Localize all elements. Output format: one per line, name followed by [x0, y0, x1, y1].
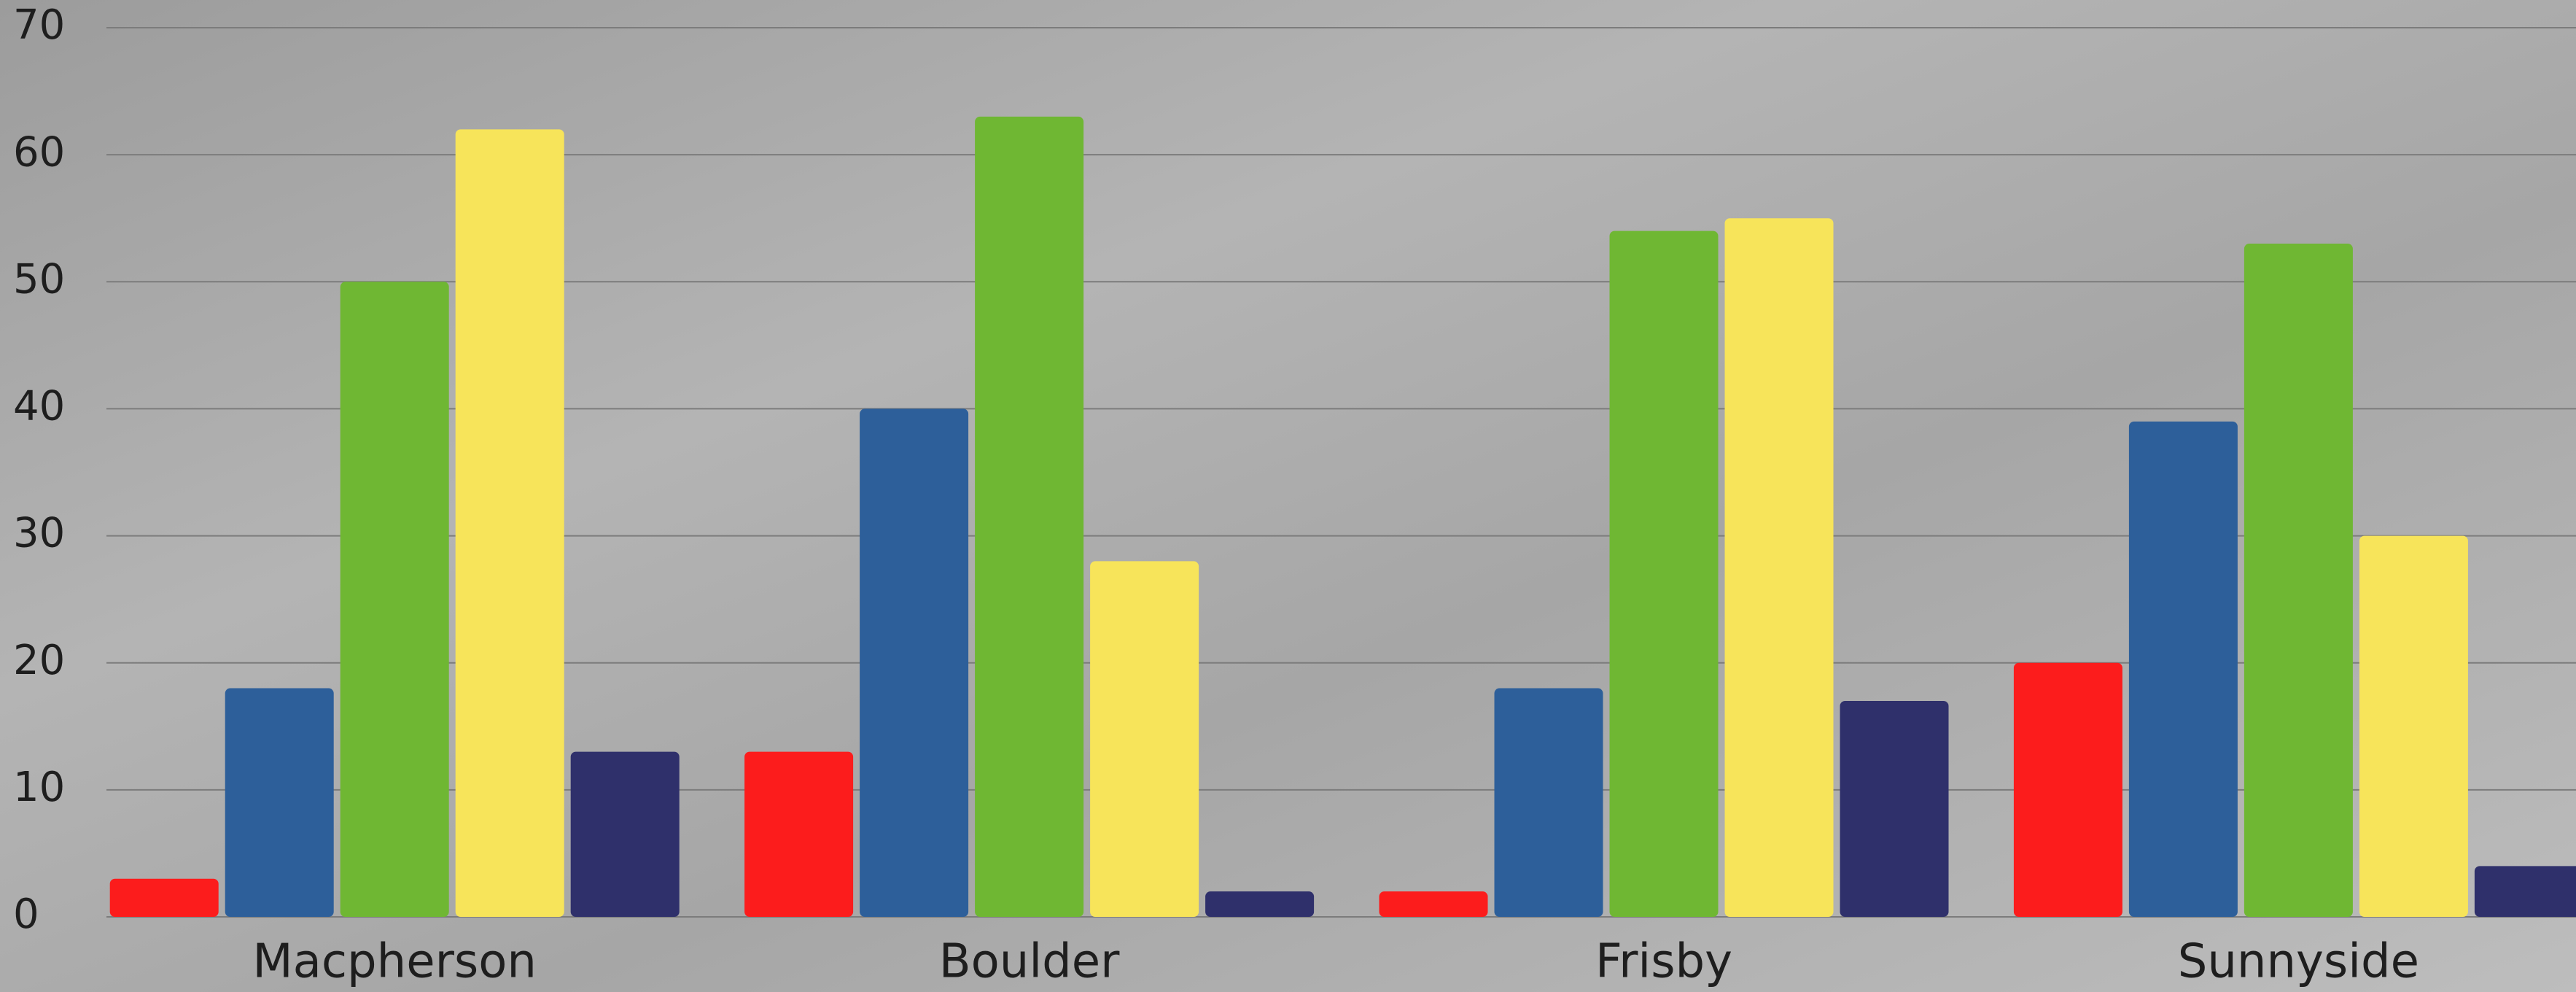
y-tick-label: 50 — [13, 255, 65, 303]
y-tick-label: 40 — [13, 383, 65, 430]
bar — [2013, 662, 2122, 917]
y-tick-label: 30 — [13, 510, 65, 557]
bar — [2359, 535, 2468, 917]
y-tick-label: 20 — [13, 637, 65, 684]
bar — [570, 751, 680, 917]
bar — [455, 129, 564, 917]
x-tick-label: Boulder — [939, 935, 1120, 989]
bar — [1205, 891, 1315, 917]
y-tick-label: 60 — [13, 128, 65, 176]
bar — [1724, 218, 1834, 917]
bar — [860, 408, 969, 917]
bar — [744, 751, 854, 917]
x-tick-label: Frisby — [1595, 935, 1732, 989]
bar — [1379, 891, 1488, 917]
y-tick-label: 0 — [13, 891, 39, 938]
bar — [1494, 688, 1603, 917]
bar — [975, 116, 1084, 917]
bar — [109, 878, 219, 917]
y-tick-label: 10 — [13, 764, 65, 811]
bar — [2474, 866, 2576, 917]
bar — [1090, 561, 1199, 917]
x-tick-label: Macpherson — [252, 935, 537, 989]
bar — [340, 282, 449, 917]
x-tick-label: Sunnyside — [2178, 935, 2419, 989]
bar — [2128, 421, 2238, 917]
bar — [1840, 700, 1949, 917]
bar — [225, 688, 334, 917]
bar — [1609, 230, 1719, 918]
bar — [2244, 244, 2353, 917]
y-tick-label: 70 — [13, 1, 65, 49]
